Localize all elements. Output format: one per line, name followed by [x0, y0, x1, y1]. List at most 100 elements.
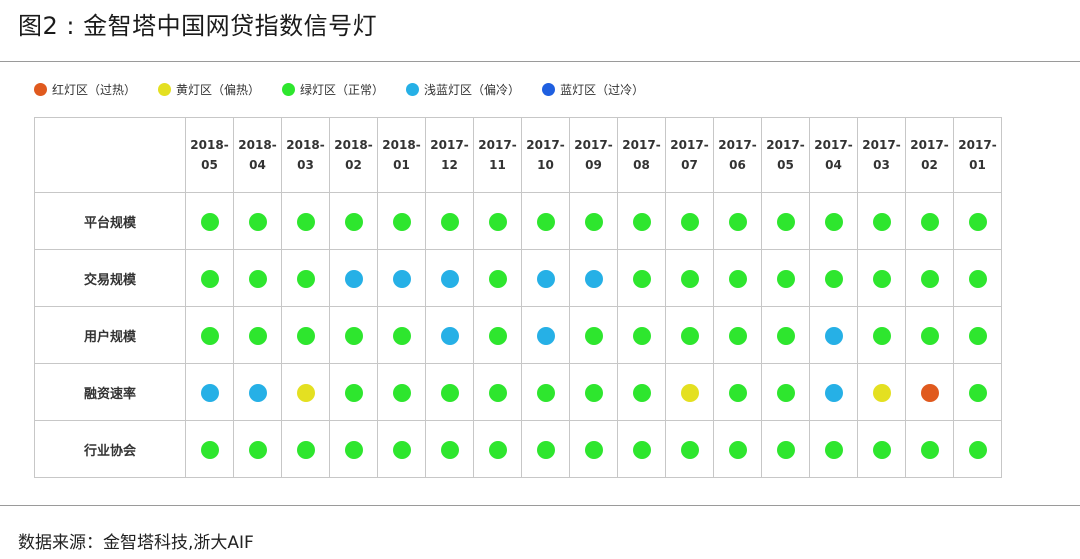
- signal-dot-green: [488, 383, 507, 402]
- signal-cell: [761, 192, 810, 250]
- row-label: 平台规模: [34, 192, 186, 250]
- signal-dot-green: [776, 440, 795, 459]
- column-year: 2017-: [670, 138, 709, 152]
- signal-dot-green: [248, 440, 267, 459]
- signal-cell: [809, 420, 858, 478]
- signal-dot-green: [680, 440, 699, 459]
- column-month: 02: [345, 158, 362, 172]
- signal-cell: [521, 363, 570, 421]
- signal-cell: [713, 249, 762, 307]
- signal-cell: [761, 306, 810, 364]
- signal-cell: [425, 249, 474, 307]
- signal-cell: [953, 306, 1002, 364]
- signal-dot-green: [824, 212, 843, 231]
- signal-dot-green: [296, 269, 315, 288]
- column-header: 2017- 06: [713, 117, 762, 193]
- signal-cell: [473, 420, 522, 478]
- signal-dot-green: [920, 269, 939, 288]
- column-header: 2018- 05: [185, 117, 234, 193]
- signal-cell: [857, 249, 906, 307]
- signal-cell: [377, 249, 426, 307]
- column-year: 2017-: [478, 138, 517, 152]
- signal-dot-green: [536, 440, 555, 459]
- signal-cell: [905, 420, 954, 478]
- signal-dot-green: [728, 269, 747, 288]
- source-note: 数据来源：金智塔科技,浙大AIF: [18, 533, 254, 553]
- signal-dot-green: [344, 212, 363, 231]
- table-row: 行业协会: [34, 420, 1002, 478]
- signal-cell: [953, 249, 1002, 307]
- signal-cell: [377, 363, 426, 421]
- header-row: 2018- 05 2018- 04 2018- 03 2018- 02 2018- 01 2017-…: [34, 117, 1002, 193]
- signal-dot-green: [440, 440, 459, 459]
- signal-dot-green: [296, 212, 315, 231]
- signal-dot-green: [728, 383, 747, 402]
- signal-dot-green: [248, 326, 267, 345]
- column-year: 2017-: [622, 138, 661, 152]
- signal-dot-green: [632, 269, 651, 288]
- signal-dot-green: [584, 440, 603, 459]
- signal-cell: [569, 306, 618, 364]
- column-header: 2017- 07: [665, 117, 714, 193]
- column-header: 2017- 09: [569, 117, 618, 193]
- signal-dot-green: [824, 440, 843, 459]
- signal-dot-green: [776, 326, 795, 345]
- signal-dot-green: [200, 326, 219, 345]
- row-label: 行业协会: [34, 420, 186, 478]
- column-header: 2017- 04: [809, 117, 858, 193]
- column-month: 01: [393, 158, 410, 172]
- signal-dot-green: [440, 212, 459, 231]
- signal-cell: [905, 363, 954, 421]
- signal-table: 2018- 05 2018- 04 2018- 03 2018- 02 2018- 01 2017-…: [34, 117, 1002, 478]
- signal-cell: [425, 192, 474, 250]
- legend-item-blue: 蓝灯区（过冷）: [542, 81, 644, 98]
- signal-cell: [905, 249, 954, 307]
- signal-cell: [425, 306, 474, 364]
- signal-dot-yellow: [680, 383, 699, 402]
- signal-cell: [809, 249, 858, 307]
- signal-dot-yellow: [296, 383, 315, 402]
- signal-cell: [521, 192, 570, 250]
- signal-dot-green: [584, 212, 603, 231]
- signal-dot-green: [296, 326, 315, 345]
- signal-cell: [569, 363, 618, 421]
- signal-dot-light-blue: [440, 326, 459, 345]
- column-header: 2017- 01: [953, 117, 1002, 193]
- corner-cell: [34, 117, 186, 193]
- legend-item-yellow: 黄灯区（偏热）: [158, 81, 260, 98]
- signal-cell: [713, 363, 762, 421]
- signal-dot-green: [920, 212, 939, 231]
- signal-cell: [521, 420, 570, 478]
- signal-dot-green: [344, 383, 363, 402]
- column-month: 10: [537, 158, 554, 172]
- column-header: 2017- 12: [425, 117, 474, 193]
- signal-cell: [521, 249, 570, 307]
- signal-cell: [233, 306, 282, 364]
- column-year: 2017-: [574, 138, 613, 152]
- column-month: 04: [249, 158, 266, 172]
- signal-dot-green: [440, 383, 459, 402]
- column-header: 2018- 03: [281, 117, 330, 193]
- column-month: 03: [297, 158, 314, 172]
- column-year: 2018-: [286, 138, 325, 152]
- signal-cell: [425, 420, 474, 478]
- column-header: 2017- 03: [857, 117, 906, 193]
- signal-cell: [953, 192, 1002, 250]
- signal-cell: [185, 363, 234, 421]
- signal-cell: [329, 249, 378, 307]
- legend: 红灯区（过热） 黄灯区（偏热） 绿灯区（正常） 浅蓝灯区（偏冷） 蓝灯区（过冷）: [34, 80, 666, 98]
- signal-dot-light-blue: [824, 383, 843, 402]
- signal-cell: [761, 420, 810, 478]
- legend-item-green: 绿灯区（正常）: [282, 81, 384, 98]
- top-divider: [0, 61, 1080, 62]
- signal-dot-green: [632, 440, 651, 459]
- column-month: 03: [873, 158, 890, 172]
- table-body: 平台规模 交易规模 用户规模 融资速率 行业协会: [34, 192, 1002, 478]
- signal-cell: [281, 249, 330, 307]
- signal-dot-green: [488, 269, 507, 288]
- signal-dot-green: [824, 269, 843, 288]
- signal-cell: [617, 420, 666, 478]
- row-label: 融资速率: [34, 363, 186, 421]
- signal-dot-green: [488, 212, 507, 231]
- signal-cell: [569, 249, 618, 307]
